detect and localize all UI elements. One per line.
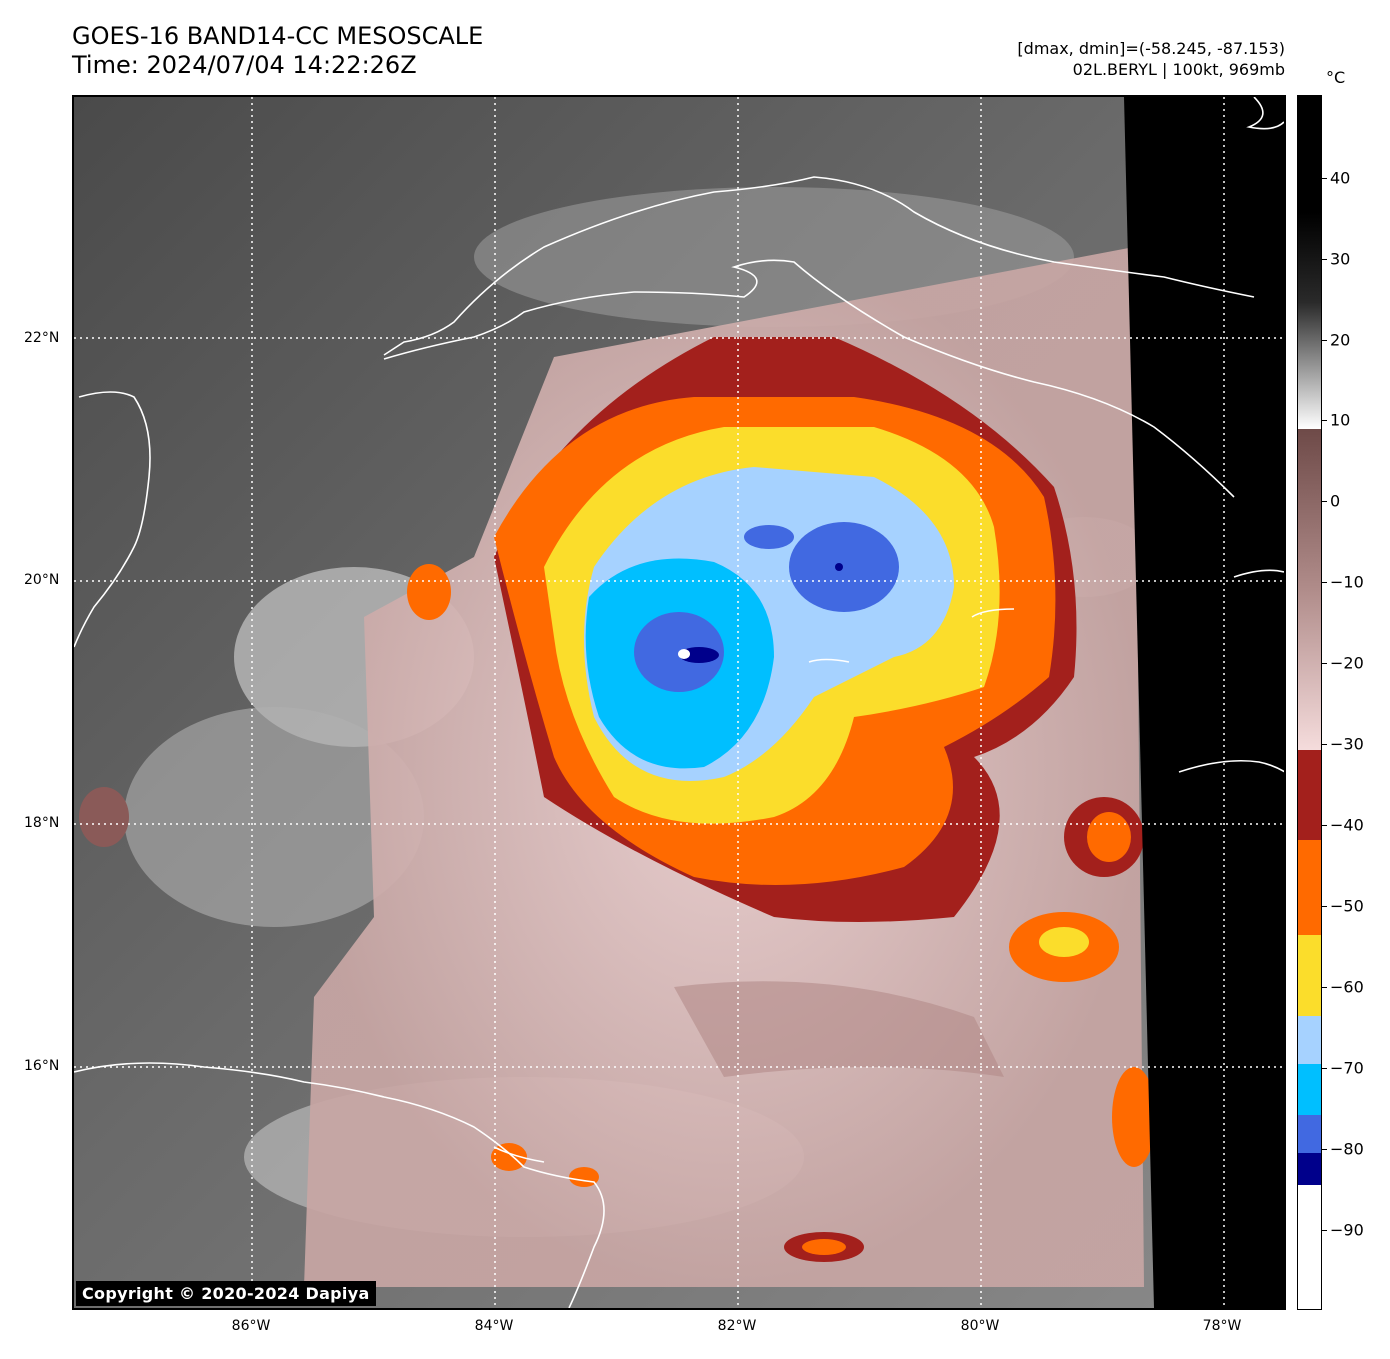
- cbar-seg-lightblue: [1298, 1016, 1321, 1064]
- cloud-royalblue-3: [744, 525, 794, 549]
- cbar-tickmark: [1322, 340, 1327, 341]
- lat-label-22: 22°N: [24, 330, 60, 346]
- lon-label-80: 80°W: [960, 1318, 1000, 1334]
- cbar-tick-minus90: −90: [1330, 1220, 1364, 1240]
- cbar-seg-cyan: [1298, 1064, 1321, 1115]
- cell-orange-4: [802, 1239, 846, 1255]
- satellite-map: Copyright © 2020-2024 Dapiya: [72, 95, 1286, 1310]
- storm-info: [dmax, dmin]=(-58.245, -87.153) 02L.BERY…: [1017, 38, 1285, 80]
- cbar-tick-minus70: −70: [1330, 1058, 1364, 1078]
- cbar-tickmark: [1322, 744, 1327, 745]
- lon-label-84: 84°W: [474, 1318, 514, 1334]
- cell-darkred-3: [79, 787, 129, 847]
- storm-text: 02L.BERYL | 100kt, 969mb: [1072, 60, 1285, 79]
- graticule: [74, 97, 1284, 1308]
- lat-label-18: 18°N: [24, 815, 60, 831]
- cloud-royalblue-2: [789, 522, 899, 612]
- coastline-honduras-1: [493, 1146, 545, 1163]
- title-line-1: GOES-16 BAND14-CC MESOSCALE: [72, 22, 484, 50]
- cbar-tickmark: [1322, 906, 1327, 907]
- cbar-tick-minus80: −80: [1330, 1139, 1364, 1159]
- cbar-tick-20: 20: [1330, 330, 1351, 350]
- cell-orange-3: [1112, 1067, 1156, 1167]
- lon-label-82: 82°W: [717, 1318, 757, 1334]
- cbar-tick-minus20: −20: [1330, 653, 1364, 673]
- cloud-bright-2: [124, 707, 424, 927]
- cbar-tickmark: [1322, 663, 1327, 664]
- range-text: [dmax, dmin]=(-58.245, -87.153): [1017, 39, 1285, 58]
- cloud-navy-2: [835, 563, 843, 571]
- cell-yellow-2: [1039, 927, 1089, 957]
- cloud-brown-patches: [674, 981, 1004, 1077]
- cbar-tickmark: [1322, 501, 1327, 502]
- cbar-seg-orange: [1298, 840, 1321, 935]
- cbar-seg-brown: [1298, 429, 1321, 750]
- cloud-navy-1: [679, 647, 719, 663]
- cbar-tickmark: [1322, 1068, 1327, 1069]
- cbar-seg-gray: [1298, 96, 1321, 429]
- coastline-cuba-south: [383, 259, 1235, 498]
- cbar-tick-minus60: −60: [1330, 977, 1364, 997]
- cbar-tickmark: [1322, 259, 1327, 260]
- satellite-imagery: [74, 97, 1284, 1308]
- colorbar-gradient: [1298, 96, 1321, 1309]
- cbar-seg-navy: [1298, 1153, 1321, 1185]
- coastline-central-america: [74, 1062, 605, 1308]
- cbar-tickmark: [1322, 1230, 1327, 1231]
- cbar-tick-30: 30: [1330, 249, 1351, 269]
- cell-orange-5: [1087, 812, 1131, 862]
- cbar-tickmark: [1322, 825, 1327, 826]
- lon-label-86: 86°W: [231, 1318, 271, 1334]
- copyright-label: Copyright © 2020-2024 Dapiya: [76, 1281, 376, 1306]
- cbar-tickmark: [1322, 582, 1327, 583]
- cbar-seg-darkred: [1298, 750, 1321, 840]
- lon-label-78: 78°W: [1202, 1318, 1242, 1334]
- cbar-seg-yellow: [1298, 935, 1321, 1016]
- cbar-tick-minus50: −50: [1330, 896, 1364, 916]
- lat-label-20: 20°N: [24, 572, 60, 588]
- outside-scan: [1124, 97, 1284, 1308]
- cell-orange-7: [569, 1167, 599, 1187]
- coastline-cayman-1: [971, 608, 1015, 618]
- cbar-tick-0: 0: [1330, 491, 1341, 511]
- lat-label-16: 16°N: [24, 1058, 60, 1074]
- cbar-seg-white: [1298, 1185, 1321, 1309]
- cbar-tick-minus30: −30: [1330, 734, 1364, 754]
- colorbar-unit: °C: [1326, 68, 1346, 87]
- cbar-tickmark: [1322, 1149, 1327, 1150]
- colorbar: [1297, 95, 1322, 1310]
- chart-title: GOES-16 BAND14-CC MESOSCALE Time: 2024/0…: [72, 22, 483, 80]
- coastlines: [74, 97, 1284, 1308]
- coastline-jamaica: [1178, 760, 1284, 773]
- cbar-tick-minus10: −10: [1330, 572, 1364, 592]
- coastline-cuba: [383, 176, 1255, 356]
- cbar-tick-10: 10: [1330, 410, 1351, 430]
- cbar-tick-40: 40: [1330, 168, 1351, 188]
- cbar-tick-minus40: −40: [1330, 815, 1364, 835]
- coastline-bahamas: [1246, 97, 1284, 130]
- cloud-white-core: [678, 649, 690, 659]
- coastline-cayman-2: [808, 658, 850, 663]
- cbar-tickmark: [1322, 987, 1327, 988]
- cbar-seg-royalblue: [1298, 1115, 1321, 1153]
- coastline-haiti: [1233, 569, 1284, 578]
- cbar-tickmark: [1322, 178, 1327, 179]
- coastline-yucatan: [74, 391, 151, 648]
- title-line-2: Time: 2024/07/04 14:22:26Z: [72, 51, 417, 79]
- cbar-tickmark: [1322, 420, 1327, 421]
- cell-orange-1: [407, 564, 451, 620]
